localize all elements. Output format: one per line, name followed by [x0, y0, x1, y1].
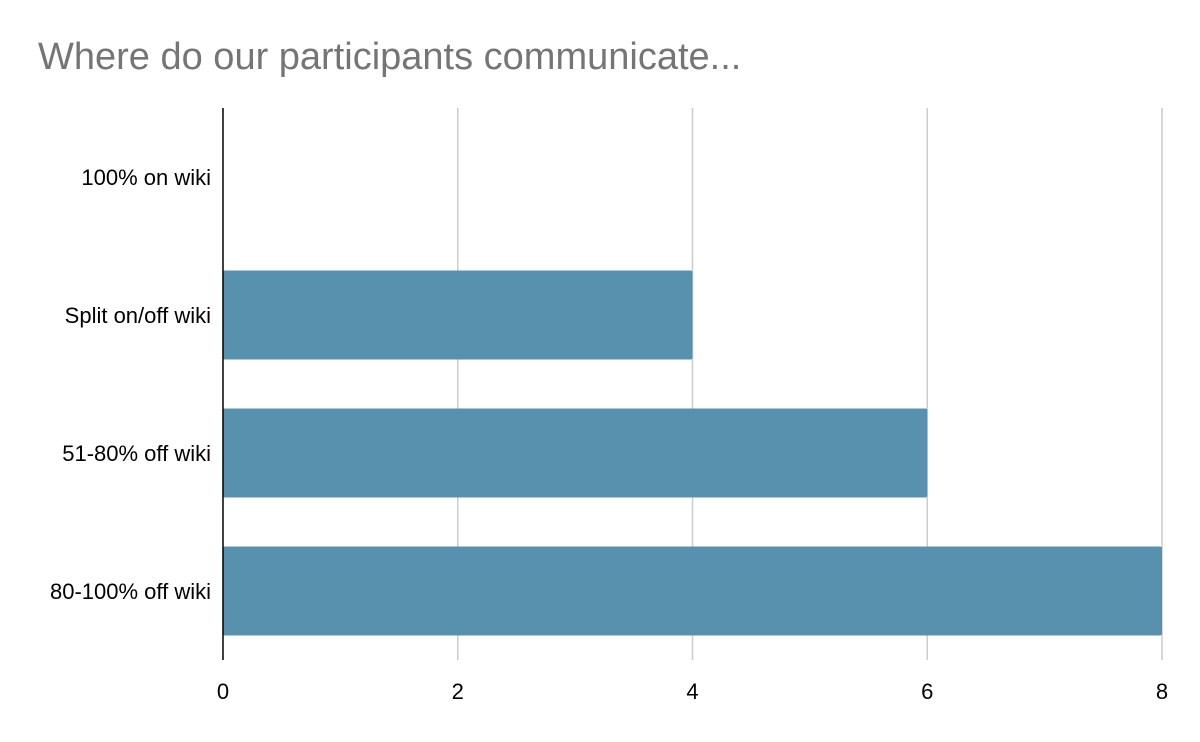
bar — [223, 270, 693, 360]
x-tick-labels: 0 2 4 6 8 — [217, 679, 1168, 704]
x-tick-label: 4 — [686, 679, 698, 704]
category-labels: 100% on wiki Split on/off wiki 51-80% off … — [50, 165, 211, 604]
category-label: 80-100% off wiki — [50, 579, 211, 604]
bar — [223, 408, 928, 498]
category-label: Split on/off wiki — [65, 303, 211, 328]
x-tick-label: 8 — [1156, 679, 1168, 704]
x-tick-label: 2 — [452, 679, 464, 704]
bars — [223, 270, 1162, 636]
bar — [223, 546, 1162, 636]
category-label: 51-80% off wiki — [62, 441, 211, 466]
x-tick-label: 6 — [921, 679, 933, 704]
category-label: 100% on wiki — [81, 165, 211, 190]
x-tick-label: 0 — [217, 679, 229, 704]
chart-title: Where do our participants communicate... — [38, 36, 742, 78]
